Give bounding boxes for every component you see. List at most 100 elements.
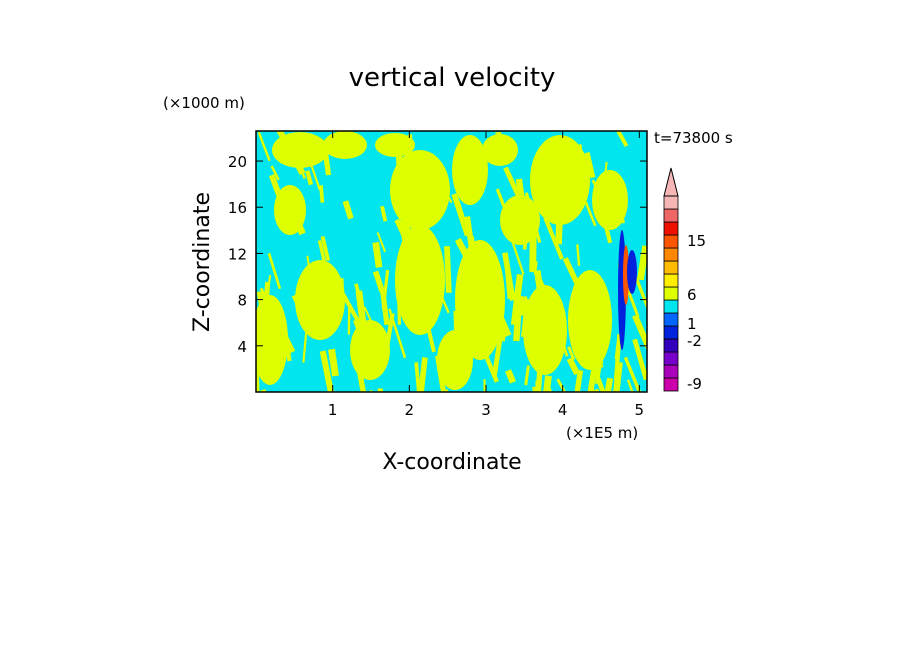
positive-streak — [570, 369, 584, 392]
positive-streak — [337, 278, 345, 293]
positive-streak — [256, 371, 260, 392]
positive-streak — [317, 240, 331, 284]
positive-streak — [465, 333, 473, 355]
positive-streak — [420, 164, 429, 215]
positive-streak — [302, 310, 310, 363]
colorbar-label: -2 — [687, 332, 702, 350]
colorbar-level — [663, 351, 679, 366]
positive-streak — [407, 258, 418, 276]
y-tick-label: 8 — [237, 292, 247, 310]
positive-streak — [632, 314, 647, 353]
positive-streak — [353, 319, 375, 370]
positive-streak — [555, 214, 563, 245]
positive-streak — [328, 348, 339, 377]
positive-streak — [308, 160, 321, 191]
colorbar-level — [663, 273, 679, 288]
y-unit-label: (×1000 m) — [163, 94, 245, 112]
positive-streak — [521, 299, 532, 338]
colorbar-level — [663, 208, 679, 223]
positive-streak — [541, 359, 547, 375]
positive-streak — [576, 144, 585, 177]
positive-streak — [331, 307, 340, 331]
positive-streak — [524, 365, 530, 386]
colorbar-level — [663, 338, 679, 353]
positive-streak — [601, 377, 614, 392]
colorbar-level — [663, 364, 679, 379]
positive-streak — [626, 379, 635, 392]
positive-streak — [341, 293, 364, 329]
positive-streak — [601, 161, 608, 196]
positive-streak — [497, 316, 512, 337]
x-tick-label: 5 — [635, 401, 645, 419]
x-tick-label: 3 — [481, 401, 491, 419]
positive-region — [350, 320, 390, 380]
positive-streak — [372, 241, 383, 268]
x-tick-label: 2 — [405, 401, 415, 419]
y-tick-label: 20 — [228, 153, 247, 171]
positive-streak — [493, 295, 502, 344]
positive-streak — [597, 298, 609, 328]
positive-region — [375, 133, 415, 157]
positive-streak — [634, 277, 647, 319]
positive-streak — [638, 255, 646, 281]
positive-streak — [431, 273, 450, 314]
colorbar-level — [663, 325, 679, 340]
positive-streak — [401, 217, 426, 264]
x-axis-label: X-coordinate — [382, 450, 521, 475]
y-tick-label: 16 — [228, 199, 247, 217]
positive-streak — [590, 363, 611, 392]
positive-streak — [534, 363, 543, 392]
colorbar-label: -9 — [687, 375, 702, 393]
positive-streak — [261, 329, 272, 370]
positive-streak — [373, 388, 384, 392]
positive-streak — [576, 244, 581, 266]
downdraft-core — [627, 250, 637, 294]
positive-streak — [543, 216, 564, 260]
positive-streak — [529, 174, 543, 192]
positive-velocity-streaks — [256, 131, 647, 392]
x-axis: 1 2 3 4 5 — [328, 131, 644, 419]
positive-streak — [261, 274, 272, 329]
chart-title: vertical velocity — [349, 63, 556, 93]
positive-streak — [584, 152, 596, 179]
colorbar-label: 6 — [687, 286, 697, 304]
positive-streak — [495, 131, 505, 158]
positive-region — [295, 260, 345, 340]
positive-streak — [529, 232, 537, 272]
colorbar-level — [663, 377, 679, 392]
positive-streak — [495, 188, 513, 226]
positive-streak — [632, 338, 647, 381]
positive-streak — [355, 360, 370, 392]
positive-streak — [415, 260, 421, 295]
time-label: t=73800 s — [654, 129, 733, 147]
positive-streak — [616, 131, 629, 148]
positive-streak — [473, 330, 499, 383]
y-tick-label: 12 — [228, 245, 247, 263]
positive-streak — [454, 237, 471, 260]
positive-streak — [594, 353, 604, 385]
colorbar-level — [663, 247, 679, 262]
positive-streak — [416, 357, 428, 392]
positive-streak — [426, 183, 432, 223]
positive-streak — [548, 153, 554, 179]
positive-streak — [509, 235, 525, 275]
plot-frame — [255, 130, 648, 393]
positive-streak — [417, 150, 429, 177]
positive-streak — [515, 178, 530, 235]
positive-streak — [613, 333, 622, 381]
x-tick-label: 4 — [558, 401, 568, 419]
positive-streak — [567, 158, 576, 212]
colorbar-level — [663, 312, 679, 327]
positive-streak — [355, 290, 367, 328]
positive-streak — [451, 193, 471, 237]
y-axis: 4 8 12 16 20 — [228, 153, 647, 356]
positive-streak — [277, 325, 296, 354]
colorbar: 15 6 1-2 -9 — [663, 167, 706, 393]
positive-streak — [385, 312, 395, 345]
positive-streak — [593, 301, 598, 358]
positive-streak — [562, 257, 590, 306]
positive-streak — [291, 294, 309, 324]
colorbar-level — [663, 195, 679, 210]
positive-streak — [267, 350, 272, 368]
positive-streak — [553, 201, 563, 215]
